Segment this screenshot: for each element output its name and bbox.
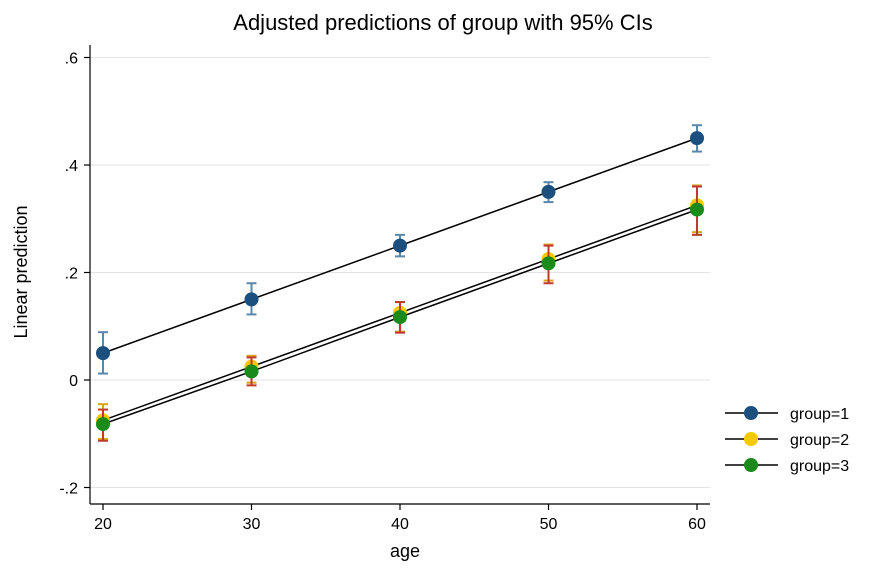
- y-tick-label: .2: [65, 266, 78, 283]
- data-point: [96, 346, 110, 361]
- chart-title: Adjusted predictions of group with 95% C…: [233, 10, 652, 35]
- data-point: [244, 364, 259, 379]
- y-tick-label: .6: [65, 51, 78, 68]
- y-axis-title: Linear prediction: [11, 205, 31, 338]
- legend-marker: [744, 406, 758, 420]
- y-axis-ticks: -.2 0 .2 .4 .6: [59, 51, 90, 498]
- data-point: [244, 292, 259, 307]
- legend-marker: [744, 432, 758, 446]
- data-point: [393, 238, 407, 253]
- x-tick-label: 60: [688, 516, 706, 533]
- data-point: [96, 417, 110, 432]
- data-point: [690, 202, 704, 217]
- y-tick-label: 0: [69, 373, 78, 390]
- gridlines: [90, 57, 710, 488]
- x-tick-label: 50: [540, 516, 558, 533]
- data-point: [541, 184, 556, 199]
- series-1: [96, 124, 704, 375]
- legend-label: group=2: [790, 432, 849, 449]
- x-tick-label: 20: [94, 516, 112, 533]
- y-tick-label: -.2: [59, 481, 78, 498]
- data-point: [690, 131, 704, 146]
- x-axis-ticks: 20 30 40 50 60: [94, 504, 706, 533]
- legend-label: group=1: [790, 406, 849, 423]
- series-3: [96, 185, 704, 442]
- legend-marker: [744, 458, 758, 472]
- plot-area: [96, 124, 704, 442]
- x-axis-title: age: [390, 541, 420, 561]
- x-tick-label: 30: [243, 516, 261, 533]
- data-point: [393, 310, 407, 325]
- legend: group=1 group=2 group=3: [725, 406, 849, 475]
- legend-label: group=3: [790, 458, 849, 475]
- data-point: [541, 256, 556, 271]
- y-tick-label: .4: [65, 158, 78, 175]
- x-tick-label: 40: [391, 516, 409, 533]
